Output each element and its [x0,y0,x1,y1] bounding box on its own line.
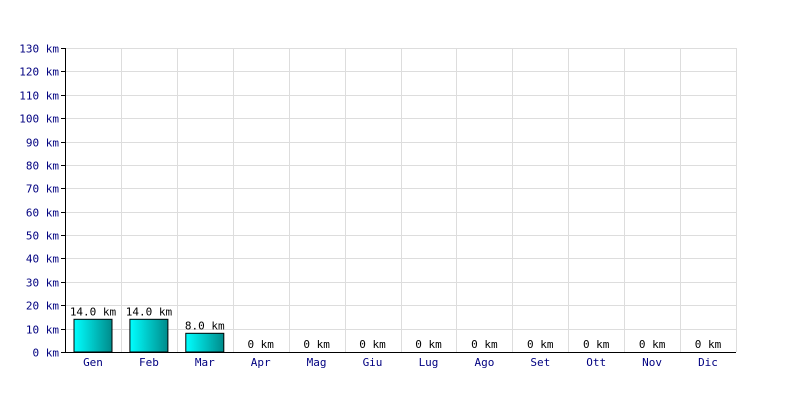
data-label-apr: 0 km [247,338,274,351]
data-label-nov: 0 km [639,338,666,351]
x-category-label-lug: Lug [419,356,439,369]
x-category-label-gen: Gen [83,356,103,369]
x-category-label-ott: Ott [586,356,606,369]
y-tick-label: 40 km [26,253,59,266]
y-tick-label: 30 km [26,277,59,290]
bar-gen [73,318,113,353]
data-label-mar: 8.0 km [185,319,225,332]
data-label-ott: 0 km [583,338,610,351]
bar-feb [129,318,169,353]
bar-mar [185,332,225,353]
y-tick-label: 70 km [26,183,59,196]
x-category-label-feb: Feb [139,356,159,369]
data-label-giu: 0 km [359,338,386,351]
y-tick-label: 10 km [26,324,59,337]
x-category-label-dic: Dic [698,356,718,369]
data-label-ago: 0 km [471,338,498,351]
x-category-label-apr: Apr [251,356,271,369]
x-category-label-giu: Giu [363,356,383,369]
y-tick-label: 50 km [26,230,59,243]
grid [65,48,737,352]
data-label-set: 0 km [527,338,554,351]
x-category-label-mar: Mar [195,356,215,369]
axes [61,48,736,353]
y-tick-label: 110 km [19,90,59,103]
y-tick-label: 60 km [26,207,59,220]
y-tick-label: 20 km [26,300,59,313]
data-label-feb: 14.0 km [126,305,173,318]
data-label-gen: 14.0 km [70,305,117,318]
y-tick-label: 100 km [19,113,59,126]
x-category-label-nov: Nov [642,356,662,369]
data-label-lug: 0 km [415,338,442,351]
x-axis-category-labels: Gen Feb Mar Apr Mag Giu Lug Ago Set Ott Nov Dic [83,356,718,369]
x-category-label-ago: Ago [474,356,494,369]
x-category-label-set: Set [530,356,550,369]
data-label-dic: 0 km [695,338,722,351]
y-tick-label: 90 km [26,137,59,150]
data-label-mag: 0 km [303,338,330,351]
y-tick-label: 80 km [26,160,59,173]
y-axis-tick-labels: 0 km 10 km 20 km 30 km 40 km 50 km 60 km 70 km 8… [19,43,59,360]
bars [73,318,225,353]
y-tick-label: 120 km [19,66,59,79]
x-category-label-mag: Mag [307,356,327,369]
data-labels: 14.0 km 14.0 km 8.0 km 0 km 0 km 0 km 0 km 0 km… [70,305,722,351]
y-tick-label: 130 km [19,43,59,56]
y-tick-label: 0 km [33,347,60,360]
